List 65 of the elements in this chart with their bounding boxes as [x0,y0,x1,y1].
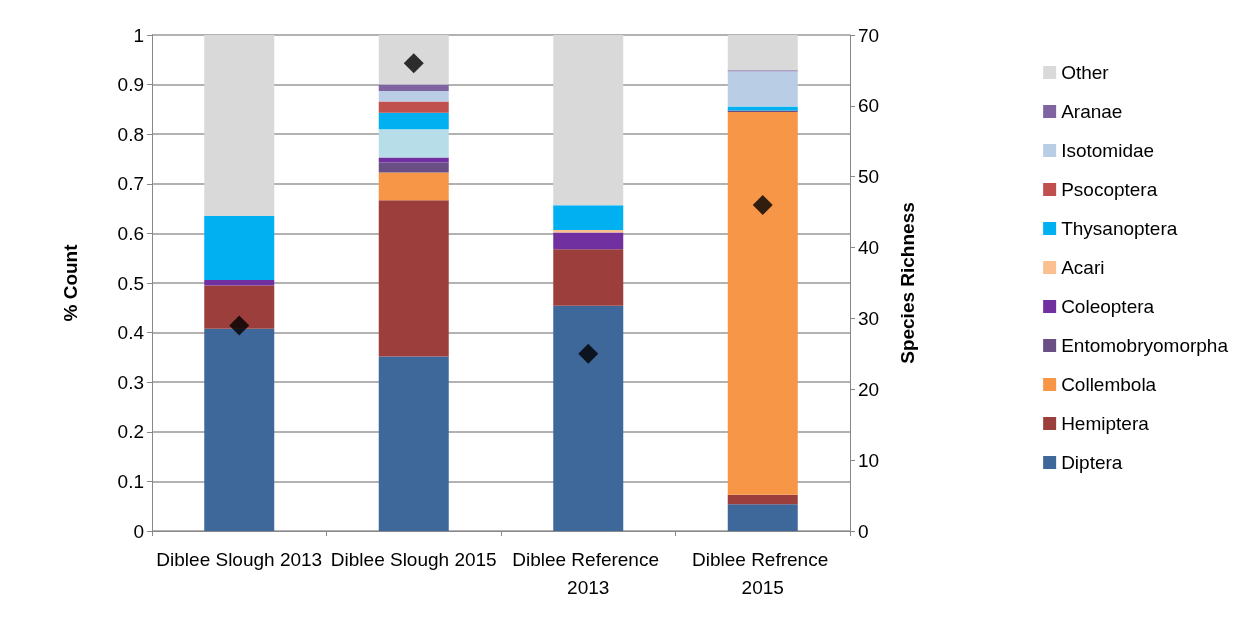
y2-tick-label: 10 [858,449,880,471]
x-tick-label: Diblee Reference 2013 [512,548,665,598]
bar [378,112,449,130]
bar [378,91,449,102]
bar [553,35,624,206]
legend-label: Coleoptera [1061,296,1155,317]
y2-tick-label: 30 [858,307,880,329]
bar [727,494,798,505]
bar [553,232,624,250]
x-tick-label: Diblee Refrence 2015 [691,548,834,598]
y2-axis-title: Species Richness [897,202,918,364]
y-tick-label: 0.7 [117,173,144,195]
legend-label: Aranae [1061,101,1123,122]
bar [204,285,275,329]
legend-label: Isotomidae [1061,140,1155,161]
bar [204,216,275,281]
bar [378,129,449,158]
legend-label: Collembola [1061,374,1157,395]
y-tick-label: 1 [133,24,144,46]
legend-label: Hemiptera [1061,413,1150,434]
y-tick-label: 0.6 [117,222,144,244]
legend-label: Other [1061,62,1110,83]
legend-label: Psocoptera [1061,179,1158,200]
bar [727,35,798,71]
bar [378,172,449,201]
legend-label: Diptera [1061,452,1123,473]
bar [553,249,624,306]
legend-label: Entomobryomorpha [1061,335,1229,356]
y2-tick-label: 40 [858,237,880,259]
y-tick-label: 0.5 [117,272,144,294]
bar [204,280,275,286]
bar [378,356,449,531]
bar [378,84,449,92]
y-tick-label: 0.8 [117,123,144,145]
bar [204,328,275,531]
y-tick-label: 0.4 [117,322,145,344]
y2-tick-label: 70 [858,24,880,46]
y2-tick-label: 50 [858,166,880,188]
legend-label: Thysanoptera [1061,218,1178,239]
bar [378,101,449,113]
y-axis-title: % Count [60,243,81,322]
y2-tick-label: 20 [858,378,880,400]
x-tick-label: Diblee Slough 2015 [330,548,497,570]
point [578,343,599,364]
bar [378,162,449,173]
bar [727,71,798,107]
bar [727,106,798,111]
bar [378,35,449,85]
bar [204,35,275,217]
legend-label: Acari [1061,257,1105,278]
bar [727,504,798,531]
point [229,315,250,336]
point [752,195,773,216]
y-tick-label: 0.1 [117,470,144,492]
y-tick-label: 0.3 [117,371,144,393]
y2-tick-label: 0 [858,520,869,542]
x-tick-label: Diblee Slough 2013 [156,548,323,570]
y-tick-label: 0 [133,520,144,542]
bar [553,305,624,531]
y2-tick-label: 60 [858,95,880,117]
bar [727,111,798,495]
bar [553,205,624,230]
y-tick-label: 0.9 [117,74,144,96]
bar [378,200,449,357]
y-tick-label: 0.2 [117,421,144,443]
